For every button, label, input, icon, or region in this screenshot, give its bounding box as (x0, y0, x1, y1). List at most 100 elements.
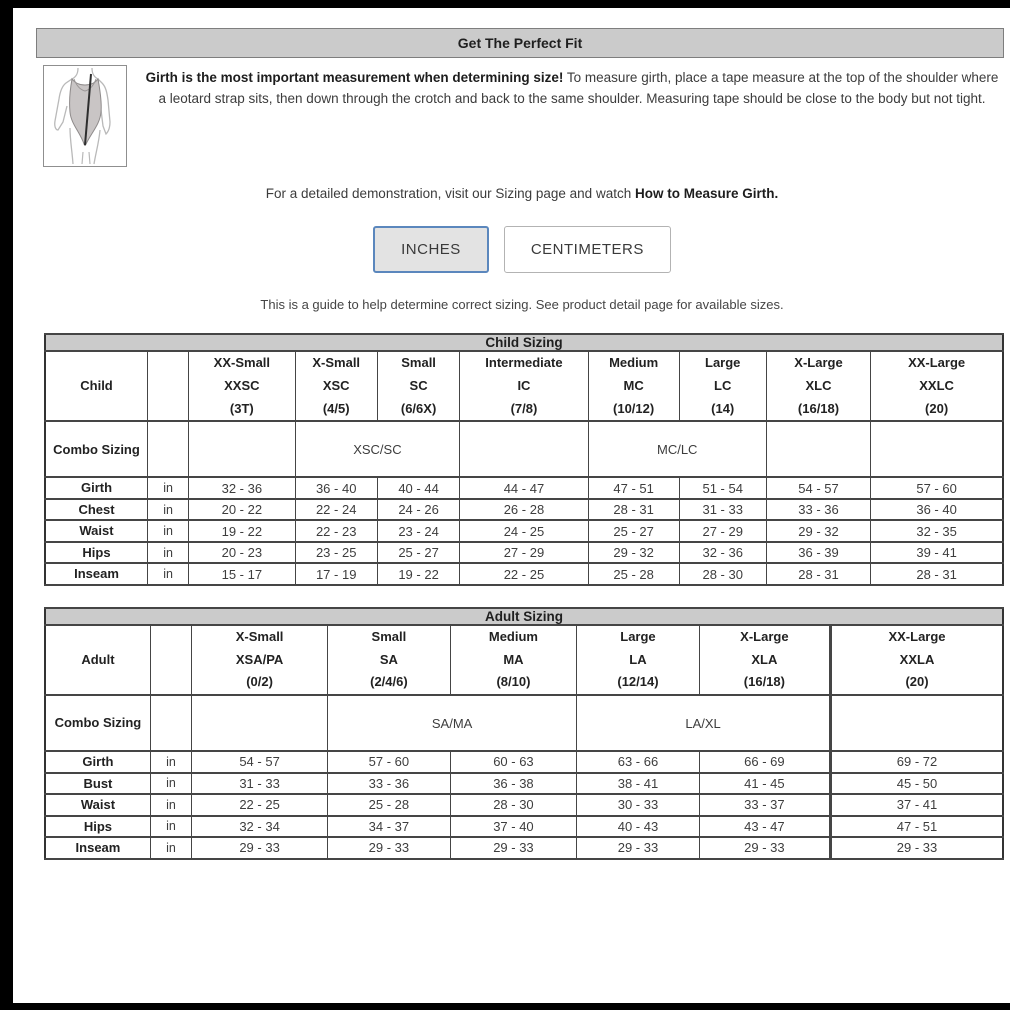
leotard-girth-diagram (43, 65, 127, 167)
demo-line-text: For a detailed demonstration, visit our … (265, 186, 635, 201)
size-value-cell: 63 - 66 (576, 750, 700, 774)
measurement-unit-cell: in (149, 750, 193, 774)
size-value-cell: 31 - 33 (678, 497, 767, 522)
measurement-unit-cell: in (149, 814, 193, 838)
combo-sizing-row-header: Combo Sizing (44, 694, 151, 752)
measurement-unit-cell: in (146, 562, 190, 586)
size-value-cell: 15 - 17 (188, 562, 296, 586)
size-value-cell: 23 - 25 (294, 540, 378, 565)
measurement-row-label: Waist (44, 519, 148, 543)
size-value-cell: 69 - 72 (829, 750, 1004, 774)
sizing-guide-page: Get The Perfect Fit Girth is the most im… (13, 8, 1010, 1003)
measurement-row-label: Chest (44, 497, 148, 522)
child-sizing-table: Child Sizing Child XX-Small XXSC (3T) X-Small… (44, 333, 1004, 586)
measurement-row-label: Hips (44, 814, 151, 838)
page-frame-left (0, 0, 13, 1010)
size-value-cell: 28 - 30 (449, 793, 578, 817)
unit-column-header (146, 349, 190, 423)
size-value-cell: 29 - 32 (587, 540, 680, 565)
size-value-cell: 17 - 19 (294, 562, 378, 586)
combo-sizing-cell: MC/LC (587, 420, 767, 479)
size-value-cell: 22 - 23 (294, 519, 378, 543)
measurement-row-label: Hips (44, 540, 148, 565)
size-value-cell: 32 - 36 (188, 476, 296, 500)
size-value-cell: 29 - 33 (698, 836, 832, 860)
measurement-row-label: Waist (44, 793, 151, 817)
size-column-header: Medium MC (10/12) (587, 349, 680, 423)
size-value-cell: 25 - 27 (376, 540, 461, 565)
sizing-guide-note: This is a guide to help determine correc… (260, 297, 784, 312)
size-value-cell: 27 - 29 (459, 540, 589, 565)
size-value-cell: 28 - 31 (587, 497, 680, 522)
combo-sizing-cell: XSC/SC (294, 420, 461, 479)
size-value-cell: 25 - 28 (587, 562, 680, 586)
size-column-header: Intermediate IC (7/8) (459, 349, 589, 423)
measurement-unit-cell: in (146, 497, 190, 522)
size-value-cell: 26 - 28 (459, 497, 589, 522)
size-value-cell: 40 - 44 (376, 476, 461, 500)
size-value-cell: 19 - 22 (376, 562, 461, 586)
size-column-header: Medium MA (8/10) (449, 623, 578, 697)
size-column-header: Large LC (14) (678, 349, 767, 423)
size-value-cell: 28 - 30 (678, 562, 767, 586)
size-value-cell: 36 - 40 (294, 476, 378, 500)
measurement-unit-cell: in (149, 836, 193, 860)
measurement-unit-cell: in (146, 519, 190, 543)
intro-section: Girth is the most important measurement … (43, 65, 1004, 167)
size-column-header: XX-Large XXLC (20) (870, 349, 1004, 423)
girth-instructions-emphasis: Girth is the most important measurement … (145, 70, 564, 85)
size-value-cell: 29 - 33 (449, 836, 578, 860)
size-value-cell: 27 - 29 (678, 519, 767, 543)
size-value-cell: 40 - 43 (576, 814, 700, 838)
size-column-header: X-Small XSC (4/5) (294, 349, 378, 423)
size-value-cell: 37 - 40 (449, 814, 578, 838)
combo-sizing-cell (191, 694, 329, 752)
combo-sizing-cell: LA/XL (576, 694, 831, 752)
leotard-figure-icon (44, 66, 126, 166)
size-value-cell: 36 - 38 (449, 771, 578, 795)
centimeters-button[interactable]: CENTIMETERS (503, 226, 671, 273)
size-value-cell: 36 - 39 (765, 540, 872, 565)
size-value-cell: 51 - 54 (678, 476, 767, 500)
size-value-cell: 47 - 51 (829, 814, 1004, 838)
size-value-cell: 31 - 33 (191, 771, 329, 795)
measurement-row-label: Inseam (44, 836, 151, 860)
size-value-cell: 45 - 50 (829, 771, 1004, 795)
size-value-cell: 39 - 41 (870, 540, 1004, 565)
size-value-cell: 24 - 26 (376, 497, 461, 522)
combo-sizing-unit-cell (149, 694, 193, 752)
measurement-row-label: Girth (44, 750, 151, 774)
size-value-cell: 33 - 36 (765, 497, 872, 522)
combo-sizing-cell (188, 420, 296, 479)
size-column-header: Small SC (6/6X) (376, 349, 461, 423)
girth-instructions: Girth is the most important measurement … (140, 67, 1004, 167)
measurement-unit-cell: in (149, 793, 193, 817)
demo-line-emphasis: How to Measure Girth. (634, 186, 779, 201)
size-value-cell: 25 - 28 (327, 793, 451, 817)
size-value-cell: 29 - 32 (765, 519, 872, 543)
size-value-cell: 54 - 57 (765, 476, 872, 500)
measurement-unit-cell: in (146, 476, 190, 500)
size-value-cell: 29 - 33 (576, 836, 700, 860)
combo-sizing-row-header: Combo Sizing (44, 420, 148, 479)
girth-instructions-body: To measure girth, place a tape measure a… (158, 70, 999, 107)
size-column-header: XX-Small XXSC (3T) (188, 349, 296, 423)
measurement-row-label: Inseam (44, 562, 148, 586)
size-value-cell: 44 - 47 (459, 476, 589, 500)
combo-sizing-cell (459, 420, 589, 479)
size-value-cell: 24 - 25 (459, 519, 589, 543)
inches-button[interactable]: INCHES (373, 226, 489, 273)
size-value-cell: 25 - 27 (587, 519, 680, 543)
size-value-cell: 29 - 33 (327, 836, 451, 860)
table-title: Adult Sizing (44, 606, 1004, 626)
size-column-header: Small SA (2/4/6) (327, 623, 451, 697)
table-title: Child Sizing (44, 333, 1004, 352)
size-value-cell: 43 - 47 (698, 814, 832, 838)
size-value-cell: 20 - 23 (188, 540, 296, 565)
size-value-cell: 33 - 37 (698, 793, 832, 817)
size-value-cell: 66 - 69 (698, 750, 832, 774)
size-value-cell: 34 - 37 (327, 814, 451, 838)
measurement-row-label: Bust (44, 771, 151, 795)
size-value-cell: 22 - 25 (459, 562, 589, 586)
combo-sizing-cell (870, 420, 1004, 479)
